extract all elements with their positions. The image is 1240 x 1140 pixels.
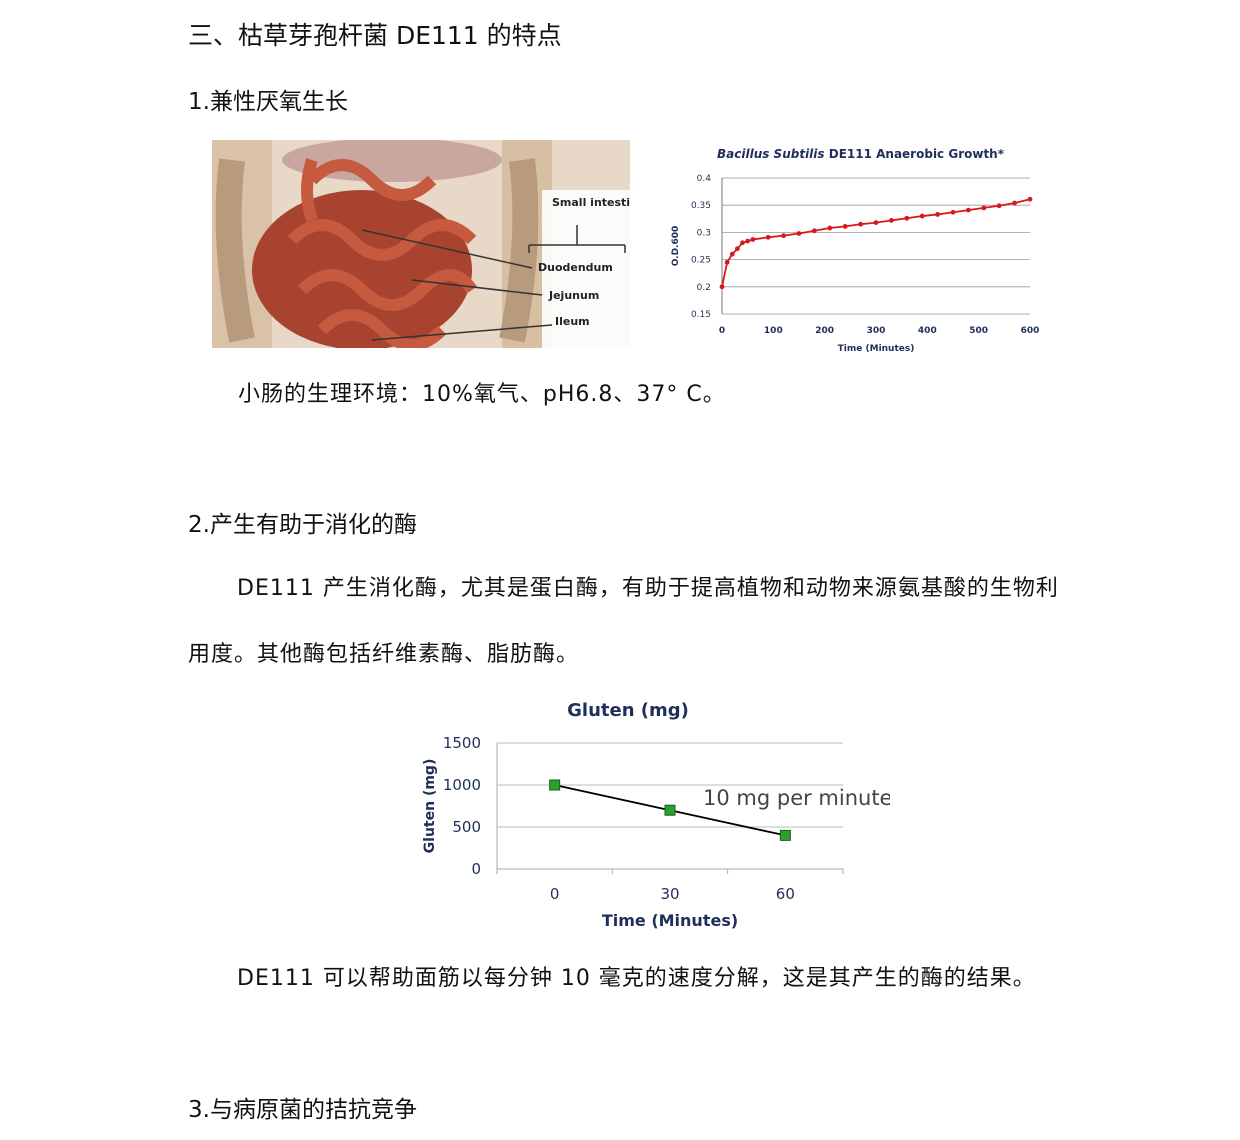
section2-paragraph-line1: DE111 产生消化酶，尤其是蛋白酶，有助于提高植物和动物来源氨基酸的生物利 <box>237 576 1059 601</box>
data-point <box>842 224 848 229</box>
section1-caption: 小肠的生理环境：10%氧气、pH6.8、37° C。 <box>238 382 726 407</box>
y-tick-label: 0.4 <box>697 174 712 184</box>
data-point <box>781 233 786 239</box>
x-tick-label: 500 <box>969 326 988 336</box>
x-tick-label: 30 <box>660 885 679 903</box>
data-point <box>740 240 745 246</box>
x-tick-label: 60 <box>776 885 795 903</box>
section2-title: 2.产生有助于消化的酶 <box>188 512 417 538</box>
data-point <box>735 246 740 252</box>
gluten-chart: Gluten (mg) 0 500 1000 1500 0 30 60 Time (Minute… <box>422 700 890 930</box>
intestine-illustration: Small intestine Duodendum Jejunum Ileum <box>212 140 630 348</box>
data-point <box>750 237 756 242</box>
x-tick-label: 0 <box>550 885 560 903</box>
chart-title: Gluten (mg) <box>567 700 689 721</box>
data-point <box>889 218 894 223</box>
data-point <box>827 225 833 231</box>
data-point <box>904 215 910 221</box>
data-point <box>745 238 751 244</box>
y-tick-label: 0.15 <box>691 310 711 320</box>
annotation: 10 mg per minute <box>703 786 890 810</box>
y-tick-label: 0.2 <box>697 283 711 293</box>
y-tick-label: 0.3 <box>697 228 711 238</box>
label-jejunum: Jejunum <box>548 289 599 302</box>
data-point <box>919 213 925 219</box>
y-axis-label: Gluten (mg) <box>422 759 438 854</box>
data-point <box>996 203 1002 209</box>
x-tick-label: 200 <box>815 326 834 336</box>
section3-title: 3.与病原菌的拮抗竞争 <box>188 1097 417 1123</box>
data-point <box>1012 200 1017 206</box>
data-point <box>549 779 561 791</box>
y-tick-label: 500 <box>452 818 481 836</box>
x-tick-label: 100 <box>764 326 783 336</box>
section-heading: 三、枯草芽孢杆菌 DE111 的特点 <box>188 21 562 50</box>
x-tick-label: 400 <box>918 326 937 336</box>
x-axis-label: Time (Minutes) <box>602 911 738 930</box>
data-point <box>729 251 735 257</box>
y-tick-label: 0.35 <box>691 201 711 211</box>
data-point <box>765 234 771 240</box>
series-line <box>721 198 1031 287</box>
label-ileum: Ileum <box>555 315 590 328</box>
label-duodendum: Duodendum <box>538 261 613 274</box>
data-point <box>1027 196 1033 202</box>
y-tick-label: 0.25 <box>691 256 711 266</box>
y-tick-label: 0 <box>471 860 481 878</box>
y-tick-label: 1500 <box>443 734 481 752</box>
data-point <box>873 220 879 226</box>
x-tick-label: 0 <box>719 326 725 336</box>
section2-caption: DE111 可以帮助面筋以每分钟 10 毫克的速度分解，这是其产生的酶的结果。 <box>237 966 1036 991</box>
x-axis-label: Time (Minutes) <box>838 344 915 354</box>
label-small-intestine: Small intestine <box>552 196 630 209</box>
data-point <box>719 284 725 290</box>
chart-title: Bacillus Subtilis DE111 Anaerobic Growth… <box>717 147 1005 161</box>
data-point <box>858 221 863 227</box>
data-point <box>950 209 956 215</box>
y-tick-label: 1000 <box>443 776 481 794</box>
data-point <box>724 259 730 265</box>
data-point <box>796 231 802 236</box>
data-point <box>981 205 987 211</box>
x-tick-label: 300 <box>867 326 886 336</box>
section2-paragraph-line2: 用度。其他酶包括纤维素酶、脂肪酶。 <box>188 642 580 667</box>
data-point <box>779 829 791 841</box>
anaerobic-growth-chart: Bacillus Subtilis DE111 Anaerobic Growth… <box>671 147 1040 354</box>
data-point <box>664 804 676 816</box>
data-point <box>966 207 971 213</box>
y-axis-label: O.D.600 <box>671 226 681 267</box>
data-point <box>935 212 940 217</box>
section1-title: 1.兼性厌氧生长 <box>188 89 348 115</box>
data-point <box>812 228 817 234</box>
x-tick-label: 600 <box>1021 326 1040 336</box>
